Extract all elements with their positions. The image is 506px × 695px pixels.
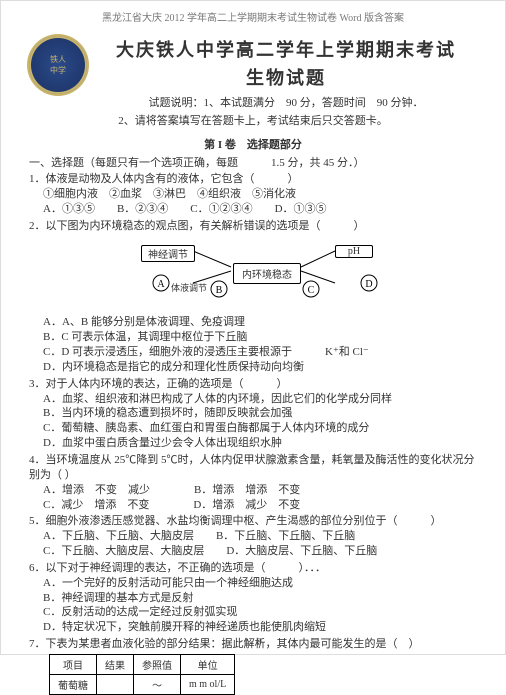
- q3-stem: 3．对于人体内环境的表达，正确的选项是（ ）: [29, 377, 477, 392]
- q4-num: 4．: [29, 454, 46, 466]
- th-0: 项目: [50, 654, 97, 674]
- td-0-3: m m ol/L: [181, 674, 235, 694]
- q5-text: 细胞外液渗透压感觉器、水盐均衡调理中枢、产生渴感的部位分别位于（ ）: [46, 515, 442, 527]
- q1-choices: A．①③⑤ B．②③④ C．①②③④ D．①③⑤: [43, 202, 477, 217]
- circle-a: A: [157, 279, 165, 290]
- q4-stem: 4．当环境温度从 25℃降到 5℃时，人体内促甲状腺激素含量，耗氧量及酶活性的变…: [29, 453, 477, 483]
- td-0-0: 葡萄糖: [50, 674, 97, 694]
- q6-opt-b: B．神经调理的基本方式是反射: [43, 591, 477, 606]
- q2-text: 以下图为内环境稳态的观点图，有关解析错误的选项是（ ）: [46, 220, 365, 232]
- th-1: 结果: [97, 654, 134, 674]
- circle-b: B: [216, 285, 223, 296]
- q3-text: 对于人体内环境的表达，正确的选项是（ ）: [46, 378, 288, 390]
- td-0-1: [97, 674, 134, 694]
- q2-opt-b: B．C 可表示体温，其调理中枢位于下丘脑: [43, 330, 477, 345]
- q6-opt-a: A．一个完好的反射活动可能只由一个神经细胞达成: [43, 576, 477, 591]
- section-sub: 一、选择题（每题只有一个选项正确，每题 1.5 分，共 45 分．）: [29, 154, 477, 170]
- q4-text: 当环境温度从 25℃降到 5℃时，人体内促甲状腺激素含量，耗氧量及酶活性的变化状…: [29, 454, 475, 481]
- title-line-2: 生物试题: [95, 64, 477, 90]
- lab-table: 项目 结果 参照值 单位 葡萄糖 ～ m m ol/L: [49, 654, 235, 695]
- title-line-1: 大庆铁人中学高二学年上学期期末考试: [95, 36, 477, 62]
- q2-stem: 2．以下图为内环境稳态的观点图，有关解析错误的选项是（ ）: [29, 219, 477, 234]
- circle-c: C: [308, 285, 315, 296]
- diagram: A B C D 神经调节 内环境稳态 pH 体液调节: [123, 237, 383, 311]
- q1-stem: 1．体液是动物及人体内含有的液体，它包含（ ）: [29, 172, 477, 187]
- q4-row1: A．增添 不变 减少 B．增添 增添 不变: [43, 483, 477, 498]
- th-2: 参照值: [134, 654, 181, 674]
- q5-stem: 5．细胞外液渗透压感觉器、水盐均衡调理中枢、产生渴感的部位分别位于（ ）: [29, 514, 477, 529]
- q3-num: 3．: [29, 378, 46, 390]
- node-right-top: pH: [335, 245, 373, 258]
- q3-opt-b: B．当内环境的稳态遭到损坏时，随即反映就会加强: [43, 406, 477, 421]
- q2-opt-c: C．D 可表示浸透压，细胞外液的浸透压主要根源于 K⁺和 Cl⁻: [43, 345, 477, 360]
- q6-num: 6．: [29, 562, 46, 574]
- section-header: 第 I 卷 选择题部分: [29, 136, 477, 152]
- q1-text: 体液是动物及人体内含有的液体，它包含（ ）: [46, 173, 299, 185]
- q6-opt-d: D．特定状况下，突触前膜开释的神经递质也能使肌肉缩短: [43, 620, 477, 635]
- q3-opt-d: D．血浆中蛋白质含量过少会令人体出现组织水肿: [43, 436, 477, 451]
- q2-opt-a: A．A、B 能够分别是体液调理、免疫调理: [43, 315, 477, 330]
- instruction-2: 2、请将答案填写在答题卡上，考试结束后只交答题卡。: [29, 112, 477, 128]
- td-0-2: ～: [134, 674, 181, 694]
- node-left-under: 体液调节: [171, 281, 207, 294]
- q5-num: 5．: [29, 515, 46, 527]
- title-row: 铁人中学 大庆铁人中学高二学年上学期期末考试 生物试题 试题说明：1、本试题满分…: [29, 36, 477, 110]
- title-block: 大庆铁人中学高二学年上学期期末考试 生物试题 试题说明：1、本试题满分 90 分…: [95, 36, 477, 110]
- th-3: 单位: [181, 654, 235, 674]
- instruction-1: 试题说明：1、本试题满分 90 分，答题时间 90 分钟．: [95, 94, 477, 110]
- q5-row1: A．下丘脑、下丘脑、大脑皮层 B．下丘脑、下丘脑、下丘脑: [43, 529, 477, 544]
- q4-row2: C．减少 增添 不变 D．增添 减少 不变: [43, 498, 477, 513]
- q6-opt-c: C．反射活动的达成一定经过反射弧实现: [43, 605, 477, 620]
- q1-num: 1．: [29, 173, 46, 185]
- q2-num: 2．: [29, 220, 46, 232]
- running-header: 黑龙江省大庆 2012 学年高二上学期期末考试生物试卷 Word 版含答案: [29, 9, 477, 24]
- circle-d: D: [365, 279, 372, 290]
- q5-row2: C．下丘脑、大脑皮层、大脑皮层 D．大脑皮层、下丘脑、下丘脑: [43, 544, 477, 559]
- page-number: 1 / 9: [1, 637, 505, 648]
- q1-opts-line: ①细胞内液 ②血浆 ③淋巴 ④组织液 ⑤消化液: [43, 187, 477, 202]
- q6-stem: 6．以下对于神经调理的表达，不正确的选项是（ ）．．．: [29, 561, 477, 576]
- school-logo: 铁人中学: [29, 36, 87, 94]
- node-mid: 内环境稳态: [233, 263, 301, 284]
- q6-text: 以下对于神经调理的表达，不正确的选项是（ ）．．．: [46, 562, 327, 574]
- q3-opt-c: C．葡萄糖、胰岛素、血红蛋白和胃蛋白酶都属于人体内环境的成分: [43, 421, 477, 436]
- page-container: 黑龙江省大庆 2012 学年高二上学期期末考试生物试卷 Word 版含答案 铁人…: [0, 0, 506, 655]
- q3-opt-a: A．血浆、组织液和淋巴构成了人体的内环境，因此它们的化学成分同样: [43, 392, 477, 407]
- q2-opt-d: D．内环境稳态是指它的成分和理化性质保持动向均衡: [43, 360, 477, 375]
- node-left: 神经调节: [141, 245, 195, 262]
